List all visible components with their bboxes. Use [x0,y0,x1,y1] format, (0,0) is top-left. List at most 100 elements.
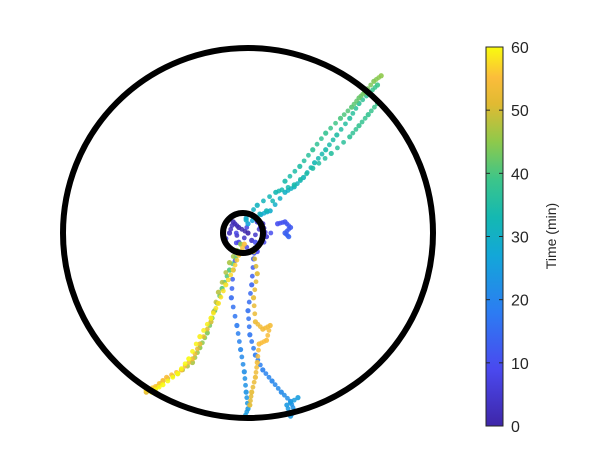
track-8-point [248,394,254,399]
track-1-point [247,332,253,338]
arena-boundary [60,45,436,421]
track-3-point [334,132,340,138]
track-2-point [234,322,240,329]
track-9-point [193,341,199,347]
track-9-point [218,294,224,300]
track-5-point [267,194,272,200]
track-8-point [251,379,257,385]
track-7-point [230,254,236,259]
start-zone-boundary [220,210,266,256]
track-4-point [263,208,270,214]
colorbar: 0 10 20 30 40 50 60 Time (min) [485,40,559,436]
track-5-point [347,134,353,140]
track-7-point [204,326,210,332]
track-9-point [225,277,231,283]
track-4-point [257,211,263,217]
track-6-point [189,359,196,366]
track-9-point [228,272,234,278]
track-8-point [256,341,262,347]
track-7-point [215,289,221,295]
track-5-point [365,112,371,118]
track-3-point [277,196,283,201]
track-9-point [160,382,166,388]
track-2-point [239,354,245,360]
track-7-point [186,360,192,365]
track-8-point [252,311,258,317]
track-5-point [254,202,260,208]
track-7-point [219,279,225,285]
track-2-point [235,331,241,336]
track-1-point [246,316,252,322]
track-9-point [223,282,229,288]
track-5-point [316,160,322,166]
track-1-point [249,282,255,288]
track-5-point [335,145,340,151]
track-8-point [265,332,271,338]
colorbar-tick-label: 10 [511,356,529,373]
track-5-point [279,187,285,193]
track-5-point [368,108,374,114]
track-9-point [240,245,245,251]
track-7-point [223,270,229,275]
track-5-point [341,139,346,145]
track-2-point [242,376,248,381]
track-2-point [228,295,234,301]
track-5-point [298,176,303,182]
track-8-point [252,287,258,293]
track-2-point [240,361,246,367]
track-7-point [201,334,207,339]
track-8-point [266,328,272,333]
colorbar-tick-label: 40 [511,166,529,183]
track-4-point [341,112,347,117]
track-3-point [272,202,278,208]
track-1-point [291,397,297,403]
track-8-point [252,374,258,380]
track-8-point [254,365,260,370]
track-2-point [232,313,238,319]
track-2-point [230,276,235,282]
track-2-point [243,382,248,388]
track-8-point [256,347,261,353]
track-8-point [249,389,255,395]
track-9-point [204,321,210,327]
track-1-point [285,395,290,401]
track-9-point [201,328,207,333]
track-1-point [249,339,255,344]
colorbar-tick-label: 30 [511,230,529,247]
plot-area [143,73,384,421]
track-3-point [319,151,325,157]
track-4-point [297,163,303,169]
track-7-point [189,356,196,362]
track-4-point [292,168,298,174]
track-5-point [304,171,309,177]
track-5-point [359,119,365,125]
colorbar-tick-label: 0 [511,419,520,436]
track-1-point [284,402,290,408]
track-9-point [156,384,162,390]
track-9-point [234,257,240,263]
track-1-point [278,389,284,395]
track-2-point [238,346,244,353]
track-5-point [261,198,266,204]
colorbar-tick-label: 20 [511,293,529,310]
track-1-point [260,367,266,373]
track-8-point [254,271,260,277]
track-8-point [267,322,273,329]
track-1-point [295,395,301,401]
track-4-point [314,141,320,147]
track-1-point [246,299,252,305]
track-8-point [253,369,259,375]
track-7-point [195,346,200,352]
track-6-point [226,267,233,273]
track-0-point [229,223,235,229]
track-9-point [190,349,195,354]
track-5-point [356,123,362,129]
track-8-point [254,359,260,366]
colorbar-tick-label: 60 [511,40,529,57]
track-1-point [269,378,275,384]
track-4-point [323,130,329,136]
track-5-point [243,215,249,221]
track-4-point [318,136,324,142]
track-8-point [248,398,253,404]
track-3-point [312,160,318,166]
